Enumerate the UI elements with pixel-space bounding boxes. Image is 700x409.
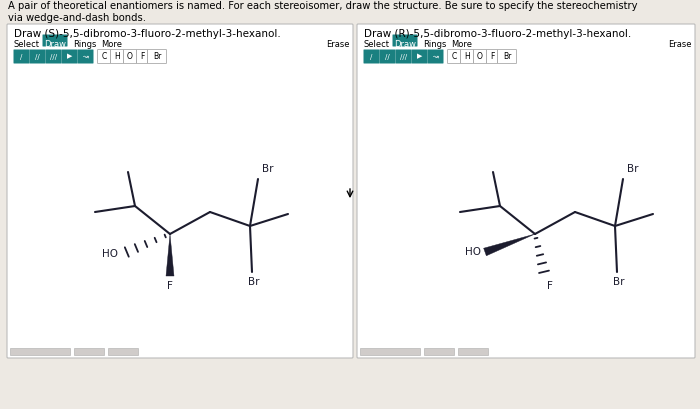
FancyBboxPatch shape: [379, 49, 396, 63]
FancyBboxPatch shape: [97, 49, 111, 63]
Text: F: F: [547, 281, 553, 291]
Text: ↝: ↝: [433, 54, 438, 59]
Text: More: More: [451, 40, 472, 49]
Polygon shape: [166, 234, 174, 276]
Text: F: F: [490, 52, 494, 61]
FancyBboxPatch shape: [78, 49, 94, 63]
Text: H: H: [464, 52, 470, 61]
FancyBboxPatch shape: [136, 49, 148, 63]
Text: Draw: Draw: [394, 40, 416, 49]
Bar: [74, 348, 104, 355]
FancyBboxPatch shape: [43, 34, 67, 47]
Text: Br: Br: [153, 52, 161, 61]
Text: via wedge-and-dash bonds.: via wedge-and-dash bonds.: [8, 13, 146, 23]
Bar: [360, 348, 420, 355]
Polygon shape: [484, 234, 535, 256]
Text: ▶: ▶: [416, 54, 422, 59]
Text: Rings: Rings: [73, 40, 97, 49]
Text: A pair of theoretical enantiomers is named. For each stereoisomer, draw the stru: A pair of theoretical enantiomers is nam…: [8, 1, 638, 11]
FancyBboxPatch shape: [111, 49, 123, 63]
Text: O: O: [127, 52, 133, 61]
Text: Rings: Rings: [423, 40, 447, 49]
FancyBboxPatch shape: [461, 49, 473, 63]
FancyBboxPatch shape: [123, 49, 136, 63]
Bar: [424, 348, 454, 355]
FancyBboxPatch shape: [412, 49, 428, 63]
Text: ///: ///: [50, 54, 57, 59]
Bar: [10, 348, 70, 355]
FancyBboxPatch shape: [393, 34, 417, 47]
FancyBboxPatch shape: [13, 49, 29, 63]
Text: Erase: Erase: [326, 40, 349, 49]
Text: /: /: [20, 54, 22, 59]
Text: C: C: [102, 52, 106, 61]
Text: HO: HO: [465, 247, 481, 257]
Text: Draw (S)-5,5-dibromo-3-fluoro-2-methyl-3-hexanol.: Draw (S)-5,5-dibromo-3-fluoro-2-methyl-3…: [14, 29, 281, 39]
Text: Br: Br: [248, 277, 260, 287]
FancyBboxPatch shape: [428, 49, 444, 63]
Text: ↝: ↝: [83, 54, 88, 59]
FancyBboxPatch shape: [29, 49, 46, 63]
Text: F: F: [140, 52, 144, 61]
Text: C: C: [452, 52, 456, 61]
FancyBboxPatch shape: [7, 24, 353, 358]
Bar: [458, 348, 488, 355]
Text: ///: ///: [400, 54, 407, 59]
FancyBboxPatch shape: [486, 49, 498, 63]
Text: /: /: [370, 54, 372, 59]
FancyBboxPatch shape: [363, 49, 379, 63]
FancyBboxPatch shape: [395, 49, 412, 63]
Text: Draw (R)-5,5-dibromo-3-fluoro-2-methyl-3-hexanol.: Draw (R)-5,5-dibromo-3-fluoro-2-methyl-3…: [364, 29, 631, 39]
Text: ▶: ▶: [66, 54, 72, 59]
Text: Br: Br: [262, 164, 274, 174]
FancyBboxPatch shape: [447, 49, 461, 63]
Text: Erase: Erase: [668, 40, 692, 49]
Text: F: F: [167, 281, 173, 291]
Text: Select: Select: [364, 40, 390, 49]
FancyBboxPatch shape: [357, 24, 695, 358]
Text: Br: Br: [613, 277, 624, 287]
Text: Select: Select: [14, 40, 40, 49]
Text: //: //: [35, 54, 40, 59]
Text: O: O: [477, 52, 483, 61]
Text: //: //: [385, 54, 390, 59]
FancyBboxPatch shape: [498, 49, 517, 63]
FancyBboxPatch shape: [46, 49, 62, 63]
FancyBboxPatch shape: [148, 49, 167, 63]
FancyBboxPatch shape: [473, 49, 486, 63]
FancyBboxPatch shape: [62, 49, 78, 63]
Text: Br: Br: [503, 52, 511, 61]
Text: More: More: [101, 40, 122, 49]
Text: H: H: [114, 52, 120, 61]
Bar: [108, 348, 138, 355]
Text: HO: HO: [102, 249, 118, 259]
Text: Draw: Draw: [44, 40, 66, 49]
Text: Br: Br: [627, 164, 638, 174]
